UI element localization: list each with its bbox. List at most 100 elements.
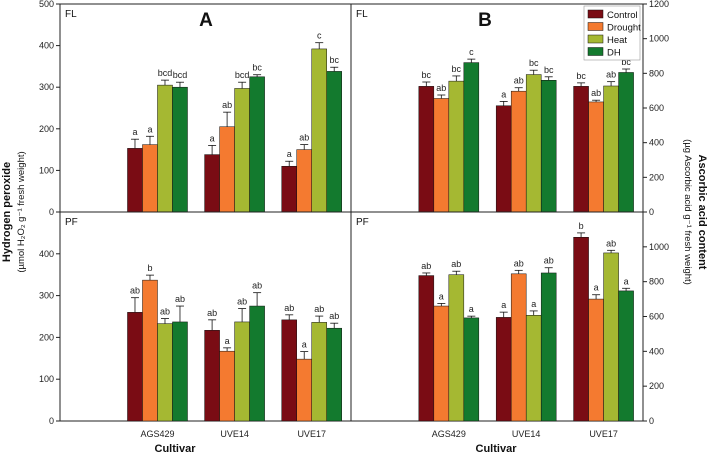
bar-control xyxy=(281,319,297,422)
significance-label: bc xyxy=(422,70,432,80)
significance-label: a xyxy=(132,127,137,137)
bar-dh xyxy=(326,71,342,213)
x-tick-label: UVE17 xyxy=(297,429,326,439)
bar-control xyxy=(127,312,143,422)
bar-drought xyxy=(296,149,312,213)
bar-dh xyxy=(172,86,188,213)
significance-label: c xyxy=(469,47,474,57)
x-tick-label: UVE14 xyxy=(220,429,249,439)
bar-control xyxy=(495,317,512,422)
bar-control xyxy=(573,237,589,422)
y-tick-label: 100 xyxy=(39,165,54,175)
x-tick-label: UVE14 xyxy=(512,429,541,439)
significance-label: ab xyxy=(514,258,524,268)
y-tick-label: 1200 xyxy=(649,0,669,9)
y-tick-label: 1000 xyxy=(649,34,669,44)
x-tick-label: AGS429 xyxy=(140,429,174,439)
significance-label: ab xyxy=(237,297,247,307)
significance-label: ab xyxy=(514,76,524,86)
bar-drought xyxy=(588,298,604,422)
y-tick-label: 1000 xyxy=(649,242,669,252)
significance-label: ab xyxy=(207,308,217,318)
significance-label: ab xyxy=(299,133,309,143)
significance-label: bcd xyxy=(235,70,250,80)
bar-drought xyxy=(219,126,235,213)
bar-heat xyxy=(525,315,542,422)
bar-heat xyxy=(603,85,619,213)
y-tick-label: 200 xyxy=(39,332,54,342)
bar-drought xyxy=(510,90,527,213)
y-tick-label: 200 xyxy=(649,381,664,391)
significance-label: a xyxy=(439,291,444,301)
significance-label: ab xyxy=(175,294,185,304)
bar-dh xyxy=(172,321,188,422)
bar-heat xyxy=(603,252,619,422)
y-tick-label: 600 xyxy=(649,103,664,113)
significance-label: ab xyxy=(314,304,324,314)
significance-label: bc xyxy=(329,55,339,65)
y-tick-label: 0 xyxy=(49,416,54,426)
panel-tag: FL xyxy=(65,9,77,20)
bar-control xyxy=(204,154,220,213)
significance-label: ab xyxy=(451,259,461,269)
panel-tag: FL xyxy=(356,9,368,20)
bar-dh xyxy=(618,290,634,422)
significance-label: bc xyxy=(621,57,631,67)
y-tick-label: 300 xyxy=(39,82,54,92)
significance-label: a xyxy=(501,89,506,99)
panel-b-pf: 02004006008001000PFababaabaabaabaabaAGS4… xyxy=(350,211,669,439)
significance-label: ab xyxy=(421,261,431,271)
bar-dh xyxy=(618,72,634,213)
bar-drought xyxy=(433,98,450,213)
y-tick-label: 200 xyxy=(649,172,664,182)
legend-label: Drought xyxy=(607,23,641,34)
significance-label: ab xyxy=(606,70,616,80)
legend-swatch xyxy=(587,9,604,19)
legend-swatch xyxy=(587,34,604,44)
y-tick-label: 800 xyxy=(649,277,664,287)
x-axis-title-right: Cultivar xyxy=(476,443,518,455)
significance-label: a xyxy=(225,336,230,346)
bar-control xyxy=(127,148,143,213)
significance-label: ab xyxy=(606,238,616,248)
significance-label: ab xyxy=(130,286,140,296)
significance-label: bcd xyxy=(158,68,173,78)
right-axis-unit: (µg Ascorbic acid g⁻¹ fresh weight) xyxy=(682,139,693,285)
significance-label: ab xyxy=(544,256,554,266)
y-tick-label: 800 xyxy=(649,68,664,78)
y-tick-label: 200 xyxy=(39,124,54,134)
significance-label: a xyxy=(594,283,599,293)
bar-control xyxy=(573,86,589,213)
significance-label: ab xyxy=(222,100,232,110)
legend-label: Control xyxy=(607,10,638,21)
bar-control xyxy=(495,105,512,213)
y-tick-label: 600 xyxy=(649,312,664,322)
y-tick-label: 400 xyxy=(649,346,664,356)
significance-label: bc xyxy=(576,71,586,81)
significance-label: a xyxy=(302,340,307,350)
bar-dh xyxy=(540,272,557,422)
left-axis-title: Hydrogen peroxide xyxy=(1,162,13,262)
bar-dh xyxy=(249,76,265,213)
bar-dh xyxy=(326,327,342,422)
bar-drought xyxy=(219,350,235,422)
significance-label: a xyxy=(501,300,506,310)
bar-drought xyxy=(142,144,158,213)
left-axis-unit: (µmol H₂O₂ g⁻¹ fresh weight) xyxy=(16,151,27,272)
bar-dh xyxy=(463,317,480,422)
significance-label: a xyxy=(624,276,629,286)
significance-label: ab xyxy=(591,88,601,98)
significance-label: c xyxy=(317,31,322,41)
significance-label: a xyxy=(147,124,152,134)
y-tick-label: 400 xyxy=(39,249,54,259)
legend-label: DH xyxy=(607,48,621,59)
bar-dh xyxy=(463,62,480,213)
legend-label: Heat xyxy=(607,35,627,46)
significance-label: bc xyxy=(544,65,554,75)
bar-control xyxy=(281,165,297,213)
significance-label: ab xyxy=(436,83,446,93)
bar-control xyxy=(418,275,435,422)
